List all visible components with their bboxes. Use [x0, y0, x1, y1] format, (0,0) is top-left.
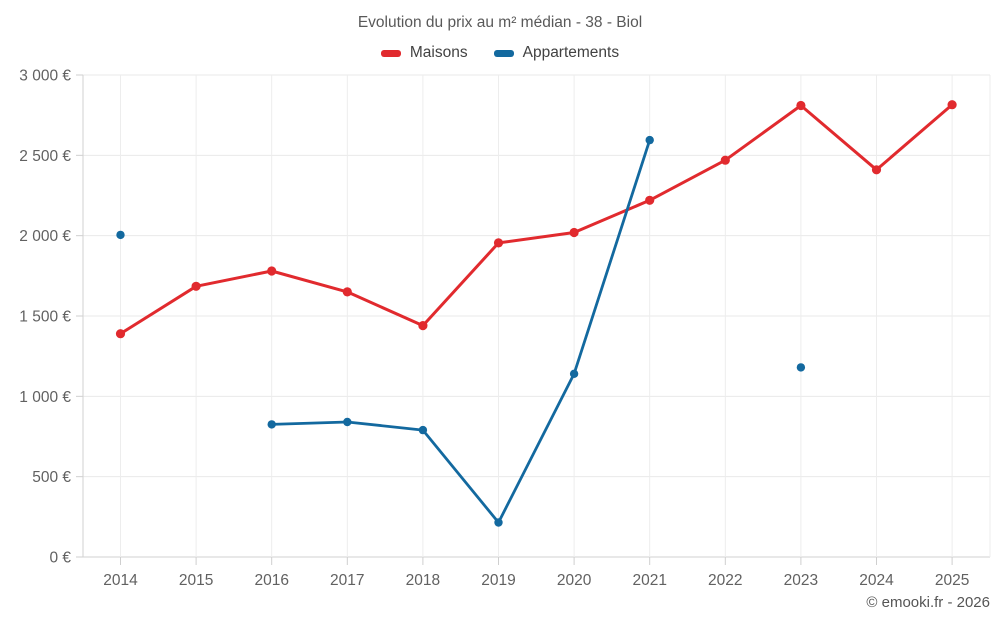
- maisons-series-swatch-icon: [380, 49, 401, 57]
- appartements-series-swatch-icon: [493, 49, 514, 57]
- svg-text:2019: 2019: [481, 572, 515, 589]
- svg-text:2 000 €: 2 000 €: [19, 228, 71, 245]
- svg-text:2018: 2018: [406, 572, 440, 589]
- svg-text:2017: 2017: [330, 572, 364, 589]
- legend-item-maisons[interactable]: Maisons: [380, 44, 468, 62]
- svg-text:2021: 2021: [632, 572, 666, 589]
- attribution: © emooki.fr - 2026: [866, 594, 990, 611]
- svg-text:2023: 2023: [784, 572, 818, 589]
- svg-text:500 €: 500 €: [32, 469, 71, 486]
- svg-text:2025: 2025: [935, 572, 969, 589]
- chart-title: Evolution du prix au m² médian - 38 - Bi…: [357, 14, 643, 31]
- svg-text:1 000 €: 1 000 €: [19, 389, 71, 406]
- svg-text:2016: 2016: [254, 572, 288, 589]
- svg-text:2020: 2020: [557, 572, 592, 589]
- legend-label-appartements: Appartements: [522, 44, 620, 61]
- svg-text:2022: 2022: [708, 572, 742, 589]
- chart-legend: Maisons Appartements: [0, 44, 1000, 62]
- svg-text:0 €: 0 €: [49, 550, 71, 567]
- svg-text:1 500 €: 1 500 €: [19, 309, 71, 326]
- legend-label-maisons: Maisons: [409, 44, 468, 61]
- svg-text:2024: 2024: [859, 572, 894, 589]
- svg-text:2014: 2014: [103, 572, 138, 589]
- legend-item-appartements[interactable]: Appartements: [493, 44, 620, 62]
- svg-text:3 000 €: 3 000 €: [19, 68, 71, 85]
- svg-text:2 500 €: 2 500 €: [19, 148, 71, 165]
- svg-text:2015: 2015: [179, 572, 213, 589]
